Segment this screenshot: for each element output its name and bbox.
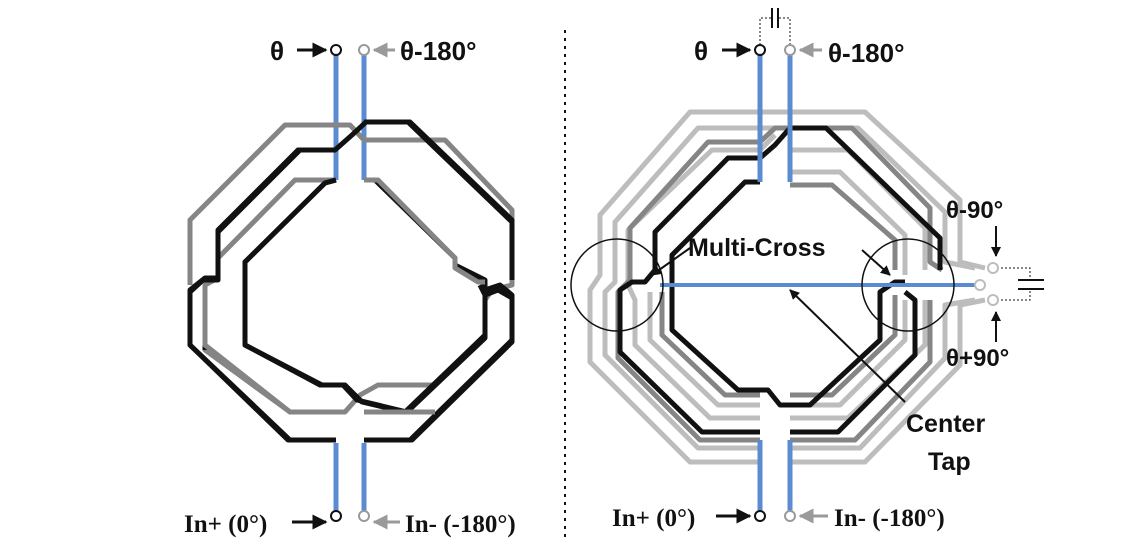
right-gray-winding-2	[790, 300, 933, 443]
right-pin-side-bottom[interactable]	[987, 294, 999, 306]
multi-cross-label: Multi-Cross	[688, 234, 826, 262]
right-top-out-label: θ-180°	[828, 38, 905, 68]
right-pin-bottom-out[interactable]	[784, 510, 796, 522]
left-black-inner	[242, 177, 488, 415]
left-diagram: θ θ-180° In+ (0°) In- (-180°)	[184, 36, 516, 538]
right-pin-side-top[interactable]	[987, 262, 999, 274]
right-light-outer-1	[587, 109, 986, 465]
right-pin-top-in[interactable]	[754, 44, 766, 56]
left-pin-top-out[interactable]	[358, 44, 370, 56]
left-bottom-in-label: In+ (0°)	[184, 511, 267, 538]
left-pin-top-in[interactable]	[330, 44, 342, 56]
left-top-in-label: θ	[270, 36, 284, 66]
multi-cross-circle-left	[570, 238, 664, 332]
left-gray-outer	[202, 300, 435, 415]
right-side-bottom-label: θ+90°	[946, 345, 1009, 372]
right-black-outer-2	[790, 290, 918, 435]
side-cap-wires	[997, 267, 1031, 301]
left-pin-bottom-out[interactable]	[358, 510, 370, 522]
multi-cross-arrow-right	[861, 249, 891, 276]
left-bottom-out-label: In- (-180°)	[405, 511, 516, 538]
right-gray-winding-3	[659, 182, 898, 398]
multi-cross-arrow-left	[651, 247, 691, 276]
right-top-in-label: θ	[694, 36, 708, 66]
multi-cross-circle-right	[861, 238, 955, 332]
right-pin-center-tap[interactable]	[974, 279, 986, 291]
right-light-inner-2	[790, 297, 976, 451]
center-tap-label-line2: Tap	[928, 448, 971, 476]
left-black-outer	[364, 285, 515, 443]
left-black-outer-2	[187, 119, 515, 443]
right-light-inner-1	[602, 125, 976, 451]
left-gray-inner	[364, 177, 485, 285]
right-bottom-out-label: In- (-180°)	[834, 505, 945, 532]
left-pin-bottom-in[interactable]	[330, 510, 342, 522]
right-diagram: θ θ-180° θ-90° θ+90° In+ (0°) In- (-180°…	[570, 8, 1044, 532]
center-tap-arrow	[789, 289, 906, 403]
right-pin-top-out[interactable]	[784, 44, 796, 56]
right-side-top-label: θ-90°	[946, 197, 1003, 224]
right-light-ring-4	[647, 169, 908, 408]
left-top-out-label: θ-180°	[400, 36, 477, 66]
right-black-outer	[617, 125, 943, 435]
top-cap-wires	[759, 17, 791, 45]
right-pin-bottom-in[interactable]	[754, 510, 766, 522]
right-black-inner	[669, 179, 905, 408]
center-tap-label-line1: Center	[906, 410, 985, 438]
right-bottom-in-label: In+ (0°)	[612, 505, 695, 532]
